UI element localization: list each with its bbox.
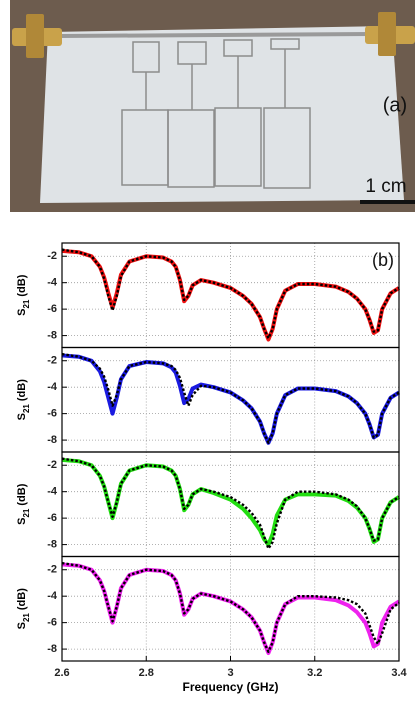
y-axis-label-part: 21 [22, 613, 31, 622]
dotted-line [61, 352, 400, 444]
scale-bar [360, 200, 415, 204]
y-tick-label: -6 [47, 303, 57, 315]
y-tick-label: -8 [47, 643, 57, 655]
photo-margin [0, 0, 10, 212]
y-axis-label-part: (dB) [16, 274, 28, 296]
solid-line [61, 457, 401, 547]
circuit-board [40, 26, 404, 203]
y-tick-label: -2 [47, 250, 57, 262]
y-tick-label: -8 [47, 434, 57, 446]
y-axis-label-part: (dB) [16, 379, 28, 401]
y-tick-label: -6 [47, 512, 57, 524]
y-tick-label: -6 [47, 617, 57, 629]
x-tick-label: 3 [227, 667, 233, 679]
y-axis-label-part: S [16, 518, 28, 525]
resonators [121, 38, 311, 189]
y-tick-label: -2 [47, 459, 57, 471]
y-axis-label-part: S [16, 309, 28, 316]
y-axis-label-part: (dB) [16, 588, 28, 610]
dotted-line [61, 561, 400, 653]
y-tick-label: -4 [47, 486, 58, 498]
y-tick-label: -4 [47, 381, 58, 393]
x-tick-label: 3.4 [391, 667, 407, 679]
y-tick-label: -8 [47, 539, 57, 551]
dotted-line [61, 248, 400, 340]
panel-label: (b) [372, 250, 394, 270]
y-tick-label: -2 [47, 564, 57, 576]
y-axis-label: S21 (dB) [16, 588, 31, 630]
photo: (a) 1 cm [0, 0, 415, 212]
connector-right-body [378, 12, 396, 56]
y-axis-label: S21 (dB) [16, 483, 31, 525]
x-tick-label: 2.8 [139, 667, 154, 679]
y-axis-label-part: 21 [22, 404, 31, 413]
photo-label: (a) [383, 94, 407, 116]
y-tick-label: -6 [47, 408, 57, 420]
scale-bar-label: 1 cm [365, 176, 406, 197]
y-axis-label-part: 21 [22, 508, 31, 517]
y-axis-label-part: S [16, 413, 28, 420]
y-axis-label-part: 21 [22, 299, 31, 308]
y-tick-label: -4 [47, 277, 58, 289]
x-tick-label: 2.6 [54, 667, 69, 679]
y-axis-label-part: (dB) [16, 483, 28, 505]
x-tick-label: 3.2 [307, 667, 322, 679]
y-tick-label: -2 [47, 355, 57, 367]
y-tick-label: -4 [47, 590, 58, 602]
transmission-line [59, 32, 371, 38]
y-axis-label: S21 (dB) [16, 274, 31, 316]
y-axis-label-part: S [16, 622, 28, 629]
dotted-line [61, 457, 400, 550]
y-tick-label: -8 [47, 330, 57, 342]
connector-left-body [26, 14, 44, 58]
x-axis-label: Frequency (GHz) [182, 680, 278, 694]
y-axis-label: S21 (dB) [16, 379, 31, 421]
